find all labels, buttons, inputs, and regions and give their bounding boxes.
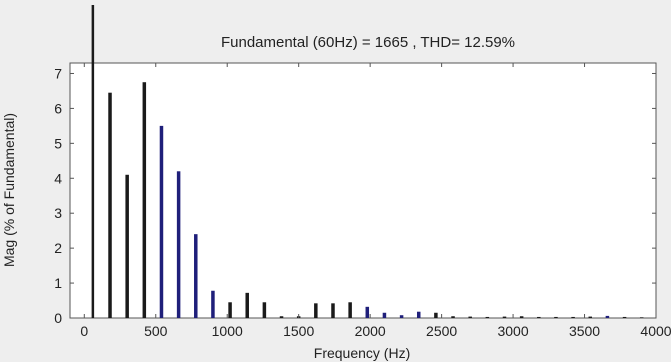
bar bbox=[622, 316, 627, 318]
bar bbox=[468, 316, 472, 318]
y-tick-label: 4 bbox=[54, 170, 62, 186]
y-tick-label: 7 bbox=[54, 65, 62, 81]
bar bbox=[571, 316, 575, 318]
y-tick-label: 0 bbox=[54, 310, 62, 326]
y-axis-label: Mag (% of Fundamental) bbox=[1, 113, 17, 267]
bar bbox=[108, 92, 112, 318]
x-tick-label: 1000 bbox=[212, 323, 243, 339]
bar bbox=[502, 316, 507, 318]
bar bbox=[639, 317, 644, 318]
plot-area bbox=[69, 62, 657, 319]
bar bbox=[399, 315, 404, 318]
bar bbox=[331, 303, 335, 318]
bar bbox=[382, 312, 387, 318]
y-tick-label: 1 bbox=[54, 275, 62, 291]
bars-group bbox=[91, 5, 644, 319]
x-tick-label: 2000 bbox=[355, 323, 386, 339]
x-tick-label: 4000 bbox=[640, 323, 671, 339]
bar bbox=[314, 303, 318, 318]
bar bbox=[365, 306, 370, 318]
y-tick-label: 5 bbox=[54, 135, 62, 151]
bar bbox=[142, 82, 147, 319]
x-axis-label: Frequency (Hz) bbox=[314, 345, 410, 361]
bar bbox=[125, 174, 129, 318]
bar bbox=[554, 316, 558, 318]
bar bbox=[485, 316, 490, 318]
x-tick-label: 500 bbox=[144, 323, 168, 339]
x-tick-label: 3000 bbox=[497, 323, 528, 339]
bar bbox=[588, 316, 592, 318]
bar bbox=[176, 171, 181, 318]
bar bbox=[537, 316, 541, 318]
bar bbox=[434, 312, 438, 318]
bar bbox=[279, 316, 284, 318]
bar bbox=[228, 302, 232, 318]
x-tick-label: 3500 bbox=[569, 323, 600, 339]
bar bbox=[451, 316, 455, 318]
bar bbox=[211, 290, 215, 318]
bar bbox=[91, 5, 95, 318]
x-tick-label: 0 bbox=[80, 323, 88, 339]
x-ticks-group: 0 500 1000 1500 2000 2500 3000 3500 4000 bbox=[80, 63, 671, 339]
bar bbox=[245, 292, 249, 318]
y-tick-label: 3 bbox=[54, 205, 62, 221]
bar bbox=[605, 315, 610, 318]
y-tick-label: 2 bbox=[54, 240, 62, 256]
chart-title: Fundamental (60Hz) = 1665 , THD= 12.59% bbox=[221, 34, 515, 51]
bar bbox=[194, 234, 198, 318]
y-tick-label: 6 bbox=[54, 100, 62, 116]
bar bbox=[416, 311, 421, 318]
y-ticks-group: 0 1 2 3 4 5 6 7 bbox=[54, 65, 656, 326]
x-tick-label: 2500 bbox=[426, 323, 457, 339]
bar bbox=[262, 302, 267, 318]
x-tick-label: 1500 bbox=[283, 323, 314, 339]
bar bbox=[519, 316, 524, 318]
bar bbox=[159, 125, 164, 318]
bar bbox=[348, 302, 352, 318]
